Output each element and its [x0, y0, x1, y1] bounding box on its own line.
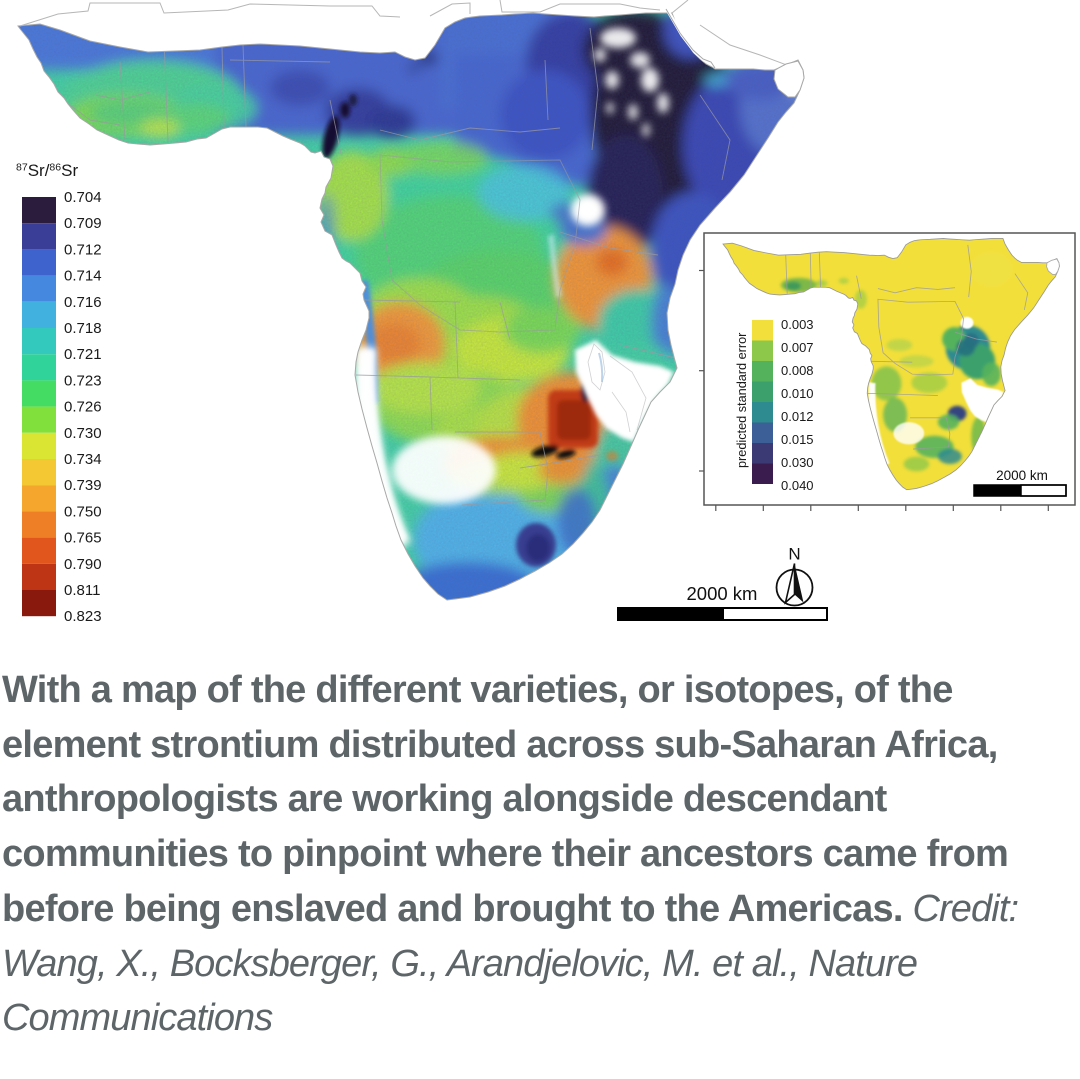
svg-text:2000 km: 2000 km: [687, 583, 758, 604]
svg-text:0.750: 0.750: [64, 503, 102, 520]
svg-text:0.709: 0.709: [64, 215, 102, 232]
svg-text:0.012: 0.012: [781, 409, 814, 424]
svg-text:2000 km: 2000 km: [996, 468, 1048, 483]
svg-text:0.015: 0.015: [781, 432, 814, 447]
svg-text:0.790: 0.790: [64, 556, 102, 573]
svg-text:0.739: 0.739: [64, 477, 102, 494]
svg-text:0.030: 0.030: [781, 455, 814, 470]
svg-text:0.714: 0.714: [64, 268, 102, 285]
svg-text:0.765: 0.765: [64, 530, 102, 547]
svg-text:0.730: 0.730: [64, 425, 102, 442]
svg-text:0.716: 0.716: [64, 294, 102, 311]
svg-text:0.726: 0.726: [64, 399, 102, 416]
svg-text:0.718: 0.718: [64, 320, 102, 337]
svg-text:0.811: 0.811: [64, 582, 100, 599]
svg-text:0.723: 0.723: [64, 372, 102, 389]
svg-text:0.721: 0.721: [64, 346, 102, 363]
svg-text:predicted standard error: predicted standard error: [735, 332, 749, 468]
svg-text:87Sr/86Sr: 87Sr/86Sr: [16, 161, 78, 180]
svg-text:0.010: 0.010: [781, 386, 814, 401]
svg-text:0.734: 0.734: [64, 451, 102, 468]
svg-text:0.008: 0.008: [781, 363, 814, 378]
svg-text:0.712: 0.712: [64, 241, 102, 258]
svg-text:0.003: 0.003: [781, 317, 814, 332]
svg-text:0.823: 0.823: [64, 608, 102, 625]
svg-text:0.007: 0.007: [781, 340, 814, 355]
svg-text:N: N: [788, 545, 800, 564]
svg-text:0.040: 0.040: [781, 478, 814, 493]
svg-text:0.704: 0.704: [64, 189, 102, 206]
